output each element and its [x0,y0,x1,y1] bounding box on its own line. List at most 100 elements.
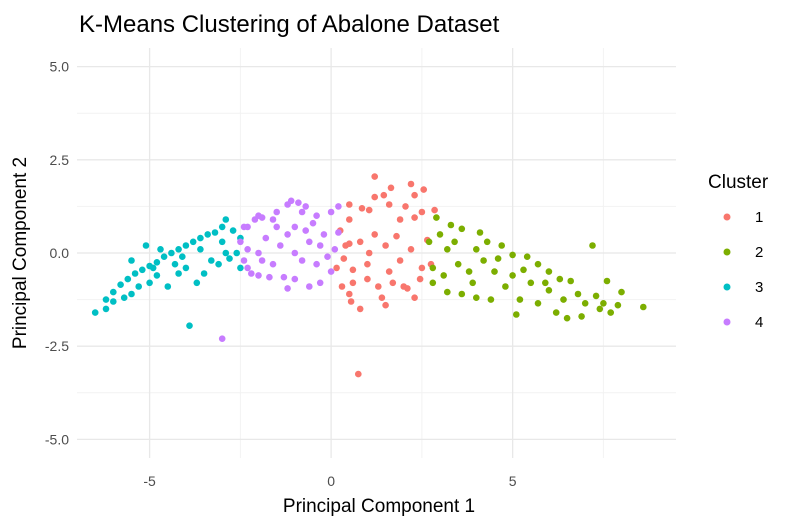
data-point-cluster-2 [574,290,582,298]
data-point-cluster-1 [396,257,404,264]
data-point-cluster-1 [371,231,379,238]
data-point-cluster-2 [560,296,567,303]
data-point-cluster-4 [313,260,320,268]
x-axis-title: Principal Component 1 [283,496,475,517]
data-point-cluster-3 [131,270,139,277]
data-point-cluster-1 [375,283,382,290]
legend-key-1 [723,213,731,221]
data-point-cluster-3 [160,253,168,260]
data-point-cluster-4 [269,260,277,268]
data-point-cluster-3 [139,266,146,274]
data-point-cluster-2 [498,242,506,249]
data-point-cluster-4 [273,223,281,231]
data-point-cluster-2 [542,279,549,287]
data-point-cluster-4 [244,246,251,253]
data-point-cluster-1 [416,275,424,283]
data-point-cluster-2 [523,253,531,260]
data-point-cluster-3 [229,227,237,234]
data-point-cluster-4 [316,279,324,287]
data-point-cluster-4 [240,223,248,231]
data-point-cluster-1 [382,301,389,309]
data-point-cluster-3 [233,249,240,257]
data-point-cluster-3 [110,298,117,305]
data-point-cluster-3 [91,309,99,316]
data-point-cluster-4 [218,335,226,343]
legend-key-3 [723,283,731,291]
data-point-cluster-1 [356,305,364,313]
data-point-cluster-2 [458,290,466,298]
data-point-cluster-1 [431,206,438,214]
data-point-cluster-4 [295,199,302,206]
data-point-cluster-1 [407,246,415,253]
data-point-cluster-2 [607,309,614,316]
data-point-cluster-2 [473,246,480,253]
y-axis-title: Principal Component 2 [10,157,31,349]
data-point-cluster-2 [476,229,484,236]
data-point-cluster-4 [258,257,266,264]
data-point-cluster-1 [411,191,418,199]
data-point-cluster-1 [420,186,428,193]
data-point-cluster-4 [277,242,284,249]
data-point-cluster-2 [640,303,647,311]
data-point-cluster-4 [313,212,320,219]
x-tick-label: 5 [509,473,517,489]
data-point-cluster-3 [197,234,204,242]
data-point-cluster-3 [226,255,233,262]
data-point-cluster-2 [534,300,542,307]
data-point-cluster-2 [469,279,477,287]
data-point-cluster-3 [182,264,190,272]
data-point-cluster-2 [487,296,495,303]
data-point-cluster-2 [436,231,444,238]
data-point-cluster-2 [483,238,491,246]
data-point-cluster-1 [402,203,409,210]
data-point-cluster-2 [545,268,553,275]
data-point-cluster-4 [306,283,313,290]
data-point-cluster-2 [480,257,487,264]
data-point-cluster-2 [513,311,520,318]
x-tick-label: 0 [327,473,335,489]
data-point-cluster-3 [222,216,230,223]
legend-label-3: 3 [755,279,763,296]
data-point-cluster-3 [182,242,190,249]
data-point-cluster-4 [335,229,342,236]
data-point-cluster-3 [117,281,124,289]
data-point-cluster-1 [333,264,340,272]
data-point-cluster-2 [509,251,516,259]
data-point-cluster-4 [291,223,299,231]
legend-label-2: 2 [755,244,763,261]
y-tick-label: -5.0 [45,431,69,447]
data-point-cluster-4 [237,238,244,246]
data-point-cluster-4 [280,273,288,281]
data-point-cluster-1 [418,208,426,216]
data-point-cluster-2 [556,275,564,283]
y-tick-label: 2.5 [50,152,70,168]
data-point-cluster-1 [382,242,389,249]
data-point-cluster-1 [378,294,386,302]
data-point-cluster-4 [255,212,262,219]
legend-title: Cluster [708,172,769,193]
data-point-cluster-2 [589,242,596,249]
data-point-cluster-2 [563,314,571,322]
data-point-cluster-3 [124,275,132,283]
data-point-cluster-1 [346,216,353,223]
data-point-cluster-2 [614,301,622,309]
data-point-cluster-1 [407,180,415,188]
data-point-cluster-4 [287,197,295,205]
data-point-cluster-2 [491,268,498,275]
data-point-cluster-3 [146,279,153,287]
data-point-cluster-3 [153,259,161,266]
data-point-cluster-2 [552,309,560,316]
data-point-cluster-1 [371,193,379,201]
data-point-cluster-4 [255,272,262,279]
data-point-cluster-4 [320,231,328,238]
data-point-cluster-4 [302,203,310,210]
data-point-cluster-1 [356,238,364,246]
axis-ticks: -5 0 5 -5.0 -2.5 0.0 2.5 5.0 [45,59,517,489]
data-point-cluster-1 [389,279,397,287]
data-point-cluster-3 [102,296,110,303]
data-point-cluster-3 [171,260,179,268]
data-point-cluster-3 [189,238,197,246]
data-point-cluster-2 [516,296,524,303]
data-point-cluster-2 [520,266,527,274]
data-point-cluster-3 [128,257,135,264]
